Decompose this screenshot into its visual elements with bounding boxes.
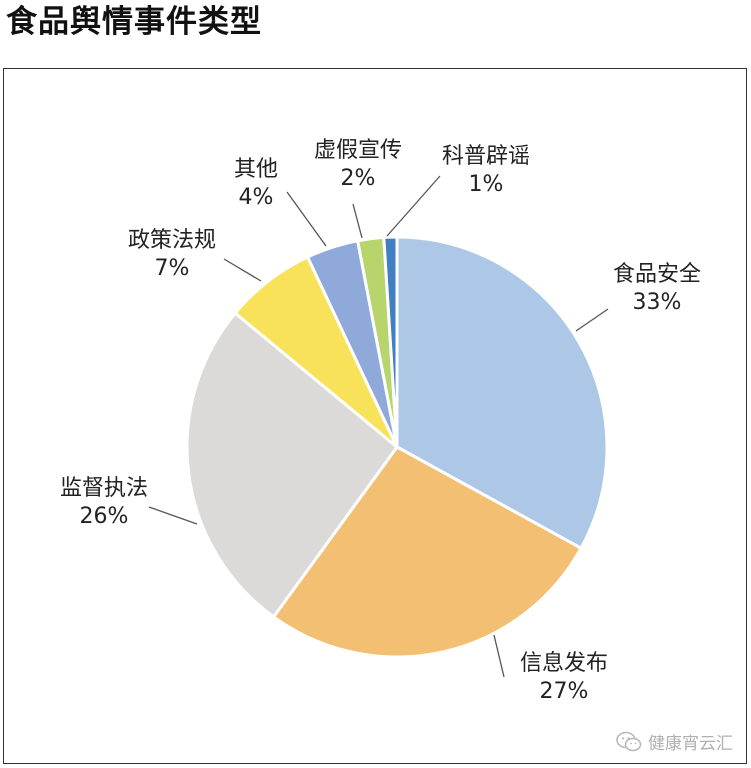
watermark: 健康宵云汇 [616,729,733,754]
slice-label-6: 虚假宣传 [314,138,402,163]
slice-value-4: 7% [155,256,190,281]
pie-slice-2 [272,445,583,659]
pie-slice-3 [185,311,399,619]
leader-line-2 [493,634,505,678]
slice-label-7: 科普辟谣 [442,144,530,169]
slice-label-1: 食品安全 [613,262,701,287]
slice-labels: 食品安全 33% 信息发布 27% 监督执法 26% 政策法规 7% 其他 4% 虚假宣传 2% 科普辟… [60,138,701,704]
pie-slices [185,235,609,659]
leader-line-7 [386,175,441,237]
leader-line-1 [575,308,609,332]
slice-value-1: 33% [633,290,682,315]
pie-chart: 食品安全 33% 信息发布 27% 监督执法 26% 政策法规 7% 其他 4% 虚假宣传 2% 科普辟… [60,138,701,704]
slice-value-6: 2% [341,166,376,191]
slice-label-3: 监督执法 [60,476,148,501]
slice-value-7: 1% [469,172,504,197]
page-title: 食品舆情事件类型 [6,4,262,40]
leader-line-3 [148,506,198,525]
slice-value-3: 26% [80,504,129,529]
slice-label-2: 信息发布 [520,651,608,676]
pie-slice-7 [382,235,399,449]
slice-value-2: 27% [540,679,589,704]
slice-label-4: 政策法规 [128,228,216,253]
pie-slice-1 [395,235,609,550]
leader-line-4 [223,258,262,282]
wechat-icon [616,731,642,753]
slice-label-5: 其他 [234,157,278,182]
leader-line-5 [286,191,327,247]
watermark-text: 健康宵云汇 [648,734,733,754]
slice-value-5: 4% [239,185,274,210]
leader-lines [148,175,609,678]
leader-line-6 [352,203,363,239]
chart-frame: 食品安全 33% 信息发布 27% 监督执法 26% 政策法规 7% 其他 4% 虚假宣传 2% 科普辟… [3,68,747,764]
